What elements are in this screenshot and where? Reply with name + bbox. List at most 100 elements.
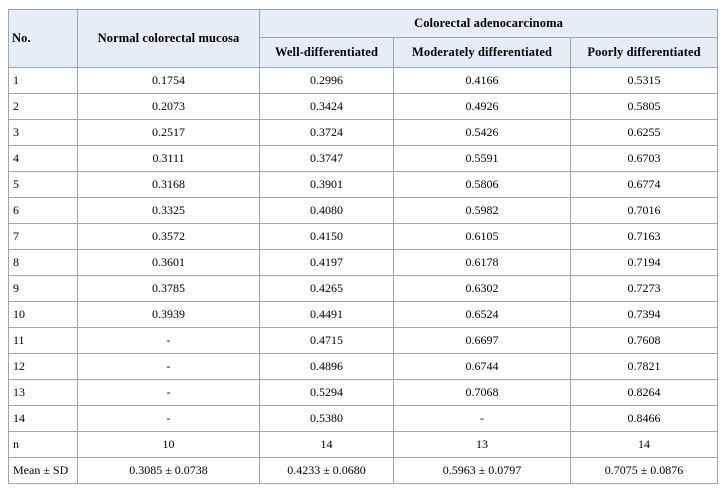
row-label: Mean ± SD — [8, 457, 78, 484]
table-row: 10 0.3939 0.4491 0.6524 0.7394 — [8, 301, 719, 328]
data-table: No. Normal colorectal mucosa Colorectal … — [8, 9, 719, 484]
poor-diff-value: 0.6703 — [569, 145, 719, 172]
moderate-diff-value: 0.7068 — [393, 379, 571, 406]
moderate-diff-value: 0.5963 ± 0.0797 — [393, 457, 571, 484]
table-row: 2 0.2073 0.3424 0.4926 0.5805 — [8, 93, 719, 120]
moderate-diff-value: 13 — [393, 431, 571, 458]
table-row: 5 0.3168 0.3901 0.5806 0.6774 — [8, 171, 719, 198]
table-row: 1 0.1754 0.2996 0.4166 0.5315 — [8, 67, 719, 94]
well-diff-value: 14 — [259, 431, 394, 458]
row-label: 14 — [8, 405, 78, 432]
row-label: 11 — [8, 327, 78, 354]
well-diff-value: 0.3747 — [259, 145, 394, 172]
moderate-diff-value: 0.6105 — [393, 223, 571, 250]
moderate-diff-value: 0.6178 — [393, 249, 571, 276]
row-label: 2 — [8, 93, 78, 120]
well-diff-value: 0.4896 — [259, 353, 394, 380]
row-label: n — [8, 431, 78, 458]
row-label: 10 — [8, 301, 78, 328]
poor-diff-value: 0.8466 — [569, 405, 719, 432]
poor-diff-value: 0.7194 — [569, 249, 719, 276]
normal-value: 0.3572 — [77, 223, 260, 250]
row-label: 4 — [8, 145, 78, 172]
moderate-diff-value: 0.5806 — [393, 171, 571, 198]
well-diff-value: 0.5380 — [259, 405, 394, 432]
header-no: No. — [8, 9, 78, 68]
row-label: 6 — [8, 197, 78, 224]
normal-value: 0.3085 ± 0.0738 — [77, 457, 260, 484]
header-normal-mucosa: Normal colorectal mucosa — [77, 9, 260, 68]
moderate-diff-value: 0.6302 — [393, 275, 571, 302]
normal-value: 0.2517 — [77, 119, 260, 146]
normal-value: 0.3785 — [77, 275, 260, 302]
row-label: 3 — [8, 119, 78, 146]
poor-diff-value: 0.7273 — [569, 275, 719, 302]
well-diff-value: 0.4150 — [259, 223, 394, 250]
data-table-container: No. Normal colorectal mucosa Colorectal … — [8, 9, 719, 484]
row-label: 9 — [8, 275, 78, 302]
table-row: 14-0.5380-0.8466 — [8, 405, 719, 432]
well-diff-value: 0.5294 — [259, 379, 394, 406]
poor-diff-value: 0.6255 — [569, 119, 719, 146]
table-row: 8 0.3601 0.4197 0.6178 0.7194 — [8, 249, 719, 276]
moderate-diff-value: 0.5982 — [393, 197, 571, 224]
normal-value: 0.3168 — [77, 171, 260, 198]
table-row: 12-0.4896 0.6744 0.7821 — [8, 353, 719, 380]
poor-diff-value: 0.7163 — [569, 223, 719, 250]
normal-value: - — [77, 379, 260, 406]
normal-value: 10 — [77, 431, 260, 458]
table-body: 1 0.1754 0.2996 0.4166 0.5315 2 0.2073 0.3424 0.… — [8, 67, 719, 484]
table-row: Mean ± SD 0.3085 ± 0.0738 0.4233 ± 0.0680 0… — [8, 457, 719, 484]
well-diff-value: 0.3901 — [259, 171, 394, 198]
poor-diff-value: 14 — [569, 431, 719, 458]
table-header: No. Normal colorectal mucosa Colorectal … — [8, 9, 719, 68]
row-label: 5 — [8, 171, 78, 198]
well-diff-value: 0.4080 — [259, 197, 394, 224]
header-well-differentiated: Well-differentiated — [259, 37, 394, 68]
well-diff-value: 0.4265 — [259, 275, 394, 302]
table-row: 11-0.4715 0.6697 0.7608 — [8, 327, 719, 354]
header-adenocarcinoma-group: Colorectal adenocarcinoma — [258, 9, 719, 38]
poor-diff-value: 0.5315 — [569, 67, 719, 94]
row-label: 1 — [8, 67, 78, 94]
well-diff-value: 0.3424 — [259, 93, 394, 120]
well-diff-value: 0.4233 ± 0.0680 — [259, 457, 394, 484]
normal-value: 0.3111 — [77, 145, 260, 172]
well-diff-value: 0.4197 — [259, 249, 394, 276]
moderate-diff-value: 0.5426 — [393, 119, 571, 146]
moderate-diff-value: 0.6744 — [393, 353, 571, 380]
moderate-diff-value: 0.6524 — [393, 301, 571, 328]
poor-diff-value: 0.8264 — [569, 379, 719, 406]
moderate-diff-value: 0.4926 — [393, 93, 571, 120]
row-label: 8 — [8, 249, 78, 276]
normal-value: 0.3601 — [77, 249, 260, 276]
moderate-diff-value: - — [393, 405, 571, 432]
poor-diff-value: 0.7075 ± 0.0876 — [569, 457, 719, 484]
normal-value: 0.3939 — [77, 301, 260, 328]
row-label: 7 — [8, 223, 78, 250]
normal-value: - — [77, 405, 260, 432]
well-diff-value: 0.4715 — [259, 327, 394, 354]
poor-diff-value: 0.7821 — [569, 353, 719, 380]
poor-diff-value: 0.7016 — [569, 197, 719, 224]
normal-value: - — [77, 327, 260, 354]
well-diff-value: 0.2996 — [259, 67, 394, 94]
table-row: 3 0.2517 0.3724 0.5426 0.6255 — [8, 119, 719, 146]
table-row: 6 0.3325 0.4080 0.5982 0.7016 — [8, 197, 719, 224]
normal-value: 0.2073 — [77, 93, 260, 120]
header-poorly-differentiated: Poorly differentiated — [569, 37, 719, 68]
header-moderately-differentiated: Moderately differentiated — [393, 37, 571, 68]
table-row: 13-0.5294 0.7068 0.8264 — [8, 379, 719, 406]
row-label: 13 — [8, 379, 78, 406]
poor-diff-value: 0.5805 — [569, 93, 719, 120]
poor-diff-value: 0.7608 — [569, 327, 719, 354]
well-diff-value: 0.3724 — [259, 119, 394, 146]
normal-value: 0.3325 — [77, 197, 260, 224]
moderate-diff-value: 0.4166 — [393, 67, 571, 94]
table-row: 4 0.3111 0.3747 0.5591 0.6703 — [8, 145, 719, 172]
poor-diff-value: 0.6774 — [569, 171, 719, 198]
table-row: 7 0.3572 0.4150 0.6105 0.7163 — [8, 223, 719, 250]
normal-value: 0.1754 — [77, 67, 260, 94]
normal-value: - — [77, 353, 260, 380]
row-label: 12 — [8, 353, 78, 380]
